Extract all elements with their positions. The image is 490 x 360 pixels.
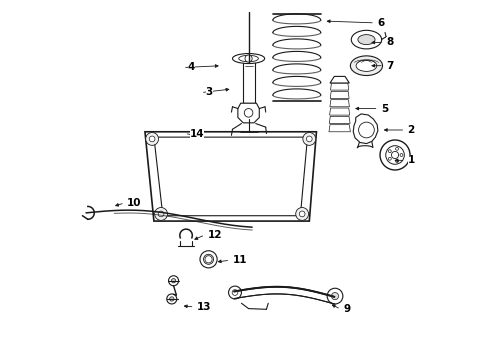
Text: 1: 1 xyxy=(408,156,415,165)
Polygon shape xyxy=(330,108,350,115)
Ellipse shape xyxy=(200,251,217,268)
Circle shape xyxy=(306,136,312,142)
Polygon shape xyxy=(353,114,378,144)
Ellipse shape xyxy=(350,56,383,76)
Circle shape xyxy=(158,211,164,217)
Polygon shape xyxy=(329,125,350,132)
Text: 9: 9 xyxy=(343,303,350,314)
Circle shape xyxy=(155,207,168,220)
Circle shape xyxy=(389,157,391,160)
Circle shape xyxy=(149,136,155,142)
Polygon shape xyxy=(145,132,317,221)
Text: 14: 14 xyxy=(190,129,204,139)
Polygon shape xyxy=(330,76,349,83)
Polygon shape xyxy=(330,100,349,107)
Polygon shape xyxy=(329,116,350,123)
Circle shape xyxy=(245,109,253,117)
Text: 13: 13 xyxy=(197,302,211,312)
Circle shape xyxy=(303,132,316,145)
Text: 10: 10 xyxy=(127,198,142,208)
Text: 3: 3 xyxy=(206,87,213,98)
Text: 8: 8 xyxy=(386,37,393,48)
Text: 12: 12 xyxy=(207,230,222,240)
Ellipse shape xyxy=(239,55,258,62)
Circle shape xyxy=(169,276,178,286)
Circle shape xyxy=(296,207,309,220)
Circle shape xyxy=(331,293,339,300)
Circle shape xyxy=(205,256,212,263)
Circle shape xyxy=(380,140,410,170)
Text: 7: 7 xyxy=(386,61,393,71)
Circle shape xyxy=(167,294,177,304)
Polygon shape xyxy=(238,103,259,123)
Polygon shape xyxy=(243,62,255,103)
Circle shape xyxy=(395,160,398,162)
Circle shape xyxy=(392,152,398,158)
Circle shape xyxy=(299,211,305,217)
Circle shape xyxy=(395,148,398,150)
Text: 5: 5 xyxy=(381,104,388,113)
Circle shape xyxy=(172,279,176,283)
Ellipse shape xyxy=(351,30,382,49)
Circle shape xyxy=(400,154,403,157)
Text: 6: 6 xyxy=(377,18,385,28)
Text: 4: 4 xyxy=(188,63,195,72)
Circle shape xyxy=(386,146,404,164)
Circle shape xyxy=(327,288,343,304)
Polygon shape xyxy=(331,83,349,90)
Circle shape xyxy=(232,290,238,296)
Ellipse shape xyxy=(203,254,214,264)
Text: 11: 11 xyxy=(232,255,247,265)
Ellipse shape xyxy=(358,35,375,45)
Circle shape xyxy=(146,132,159,145)
Circle shape xyxy=(359,122,374,138)
Circle shape xyxy=(389,150,391,153)
Circle shape xyxy=(170,297,174,301)
Ellipse shape xyxy=(232,54,265,64)
Ellipse shape xyxy=(356,60,377,71)
Circle shape xyxy=(228,286,242,299)
Text: 2: 2 xyxy=(408,125,415,135)
Polygon shape xyxy=(330,91,349,98)
Circle shape xyxy=(245,55,252,62)
